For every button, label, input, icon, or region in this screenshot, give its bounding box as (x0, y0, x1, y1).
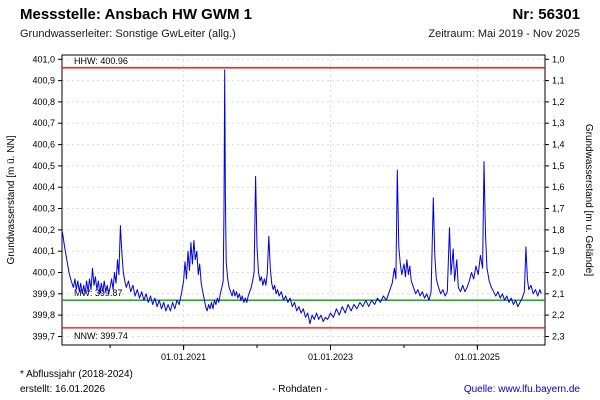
y-left-tick-label: 399,8 (32, 310, 55, 320)
source-label: Quelle: (463, 384, 499, 395)
y-axis-title-left: Grundwasserstand [m ü. NN] (6, 135, 17, 264)
y-right-tick-label: 1,1 (552, 76, 565, 86)
y-right-tick-label: 1,9 (552, 246, 565, 256)
y-right-tick-label: 1,3 (552, 118, 565, 128)
footnote: * Abflussjahr (2018-2024) (20, 369, 133, 380)
header-row: Messstelle: Ansbach HW GWM 1 Nr: 56301 (20, 6, 580, 23)
source-line: Quelle: www.lfu.bayern.de (464, 384, 580, 395)
created-date: erstellt: 16.01.2026 (20, 384, 106, 395)
y-left-tick-label: 399,7 (32, 331, 55, 341)
source-link[interactable]: www.lfu.bayern.de (498, 384, 580, 395)
y-left-tick-label: 400,6 (32, 140, 55, 150)
period-label: Zeitraum: Mai 2019 - Nov 2025 (428, 28, 580, 40)
y-left-tick-label: 401,0 (32, 54, 55, 64)
y-left-tick-label: 400,1 (32, 246, 55, 256)
y-axis-title-right: Grundwasserstand [m u. Gelände] (583, 124, 594, 277)
subheader-row: Grundwasserleiter: Sonstige GwLeiter (al… (20, 28, 580, 40)
y-right-tick-label: 2,3 (552, 331, 565, 341)
y-left-tick-label: 400,9 (32, 76, 55, 86)
y-left-tick-label: 400,4 (32, 182, 55, 192)
y-right-tick-label: 1,0 (552, 54, 565, 64)
aquifer-label: Grundwasserleiter: Sonstige GwLeiter (al… (20, 28, 236, 40)
y-right-tick-label: 2,1 (552, 289, 565, 299)
x-tick-label: 01.01.2023 (308, 352, 353, 362)
ref-line-label-hhw: HHW: 400.96 (74, 56, 128, 66)
x-tick-label: 01.01.2025 (455, 352, 500, 362)
y-right-tick-label: 1,2 (552, 97, 565, 107)
ref-line-label-nnw: NNW: 399.74 (74, 331, 128, 341)
y-left-tick-label: 400,5 (32, 161, 55, 171)
y-right-tick-label: 1,7 (552, 204, 565, 214)
y-left-tick-label: 400,7 (32, 118, 55, 128)
station-number: Nr: 56301 (512, 6, 580, 23)
y-right-tick-label: 1,6 (552, 182, 565, 192)
y-left-tick-label: 400,2 (32, 225, 55, 235)
y-left-tick-label: 400,0 (32, 268, 55, 278)
groundwater-level-chart: 401,0 1,0 400,9 1,1 400,8 1,2 400,7 1,3 400,6 1,4… (6, 54, 594, 362)
y-left-tick-label: 400,3 (32, 204, 55, 214)
plot-frame (61, 54, 546, 346)
y-right-tick-label: 1,4 (552, 140, 565, 150)
y-right-tick-label: 1,8 (552, 225, 565, 235)
y-left-tick-label: 399,9 (32, 289, 55, 299)
raw-data-label: - Rohdaten - (272, 384, 328, 395)
y-right-tick-label: 2,2 (552, 310, 565, 320)
x-tick-label: 01.01.2021 (161, 352, 206, 362)
series-groundwater-line (61, 69, 542, 325)
y-right-tick-label: 2,0 (552, 268, 565, 278)
y-right-tick-label: 1,5 (552, 161, 565, 171)
y-left-tick-label: 400,8 (32, 97, 55, 107)
page-title: Messstelle: Ansbach HW GWM 1 (20, 6, 252, 23)
